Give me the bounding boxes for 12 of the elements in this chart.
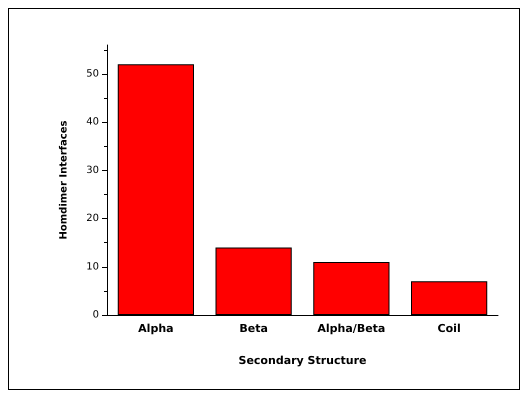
x-axis-title: Secondary Structure bbox=[238, 354, 366, 367]
y-tick-label: 50 bbox=[86, 68, 99, 80]
y-tick-label: 30 bbox=[86, 164, 99, 176]
x-tick-label: Beta bbox=[239, 322, 268, 335]
x-tick-label: Alpha bbox=[138, 322, 174, 335]
x-tick-label: Alpha/Beta bbox=[317, 322, 386, 335]
y-axis-title: Homdimer Interfaces bbox=[58, 120, 70, 240]
x-tick-label: Coil bbox=[438, 322, 461, 335]
y-tick-label: 40 bbox=[86, 116, 99, 128]
y-tick-label: 10 bbox=[86, 261, 99, 272]
y-tick-label: 0 bbox=[92, 310, 99, 320]
y-tick-label: 20 bbox=[86, 213, 99, 224]
